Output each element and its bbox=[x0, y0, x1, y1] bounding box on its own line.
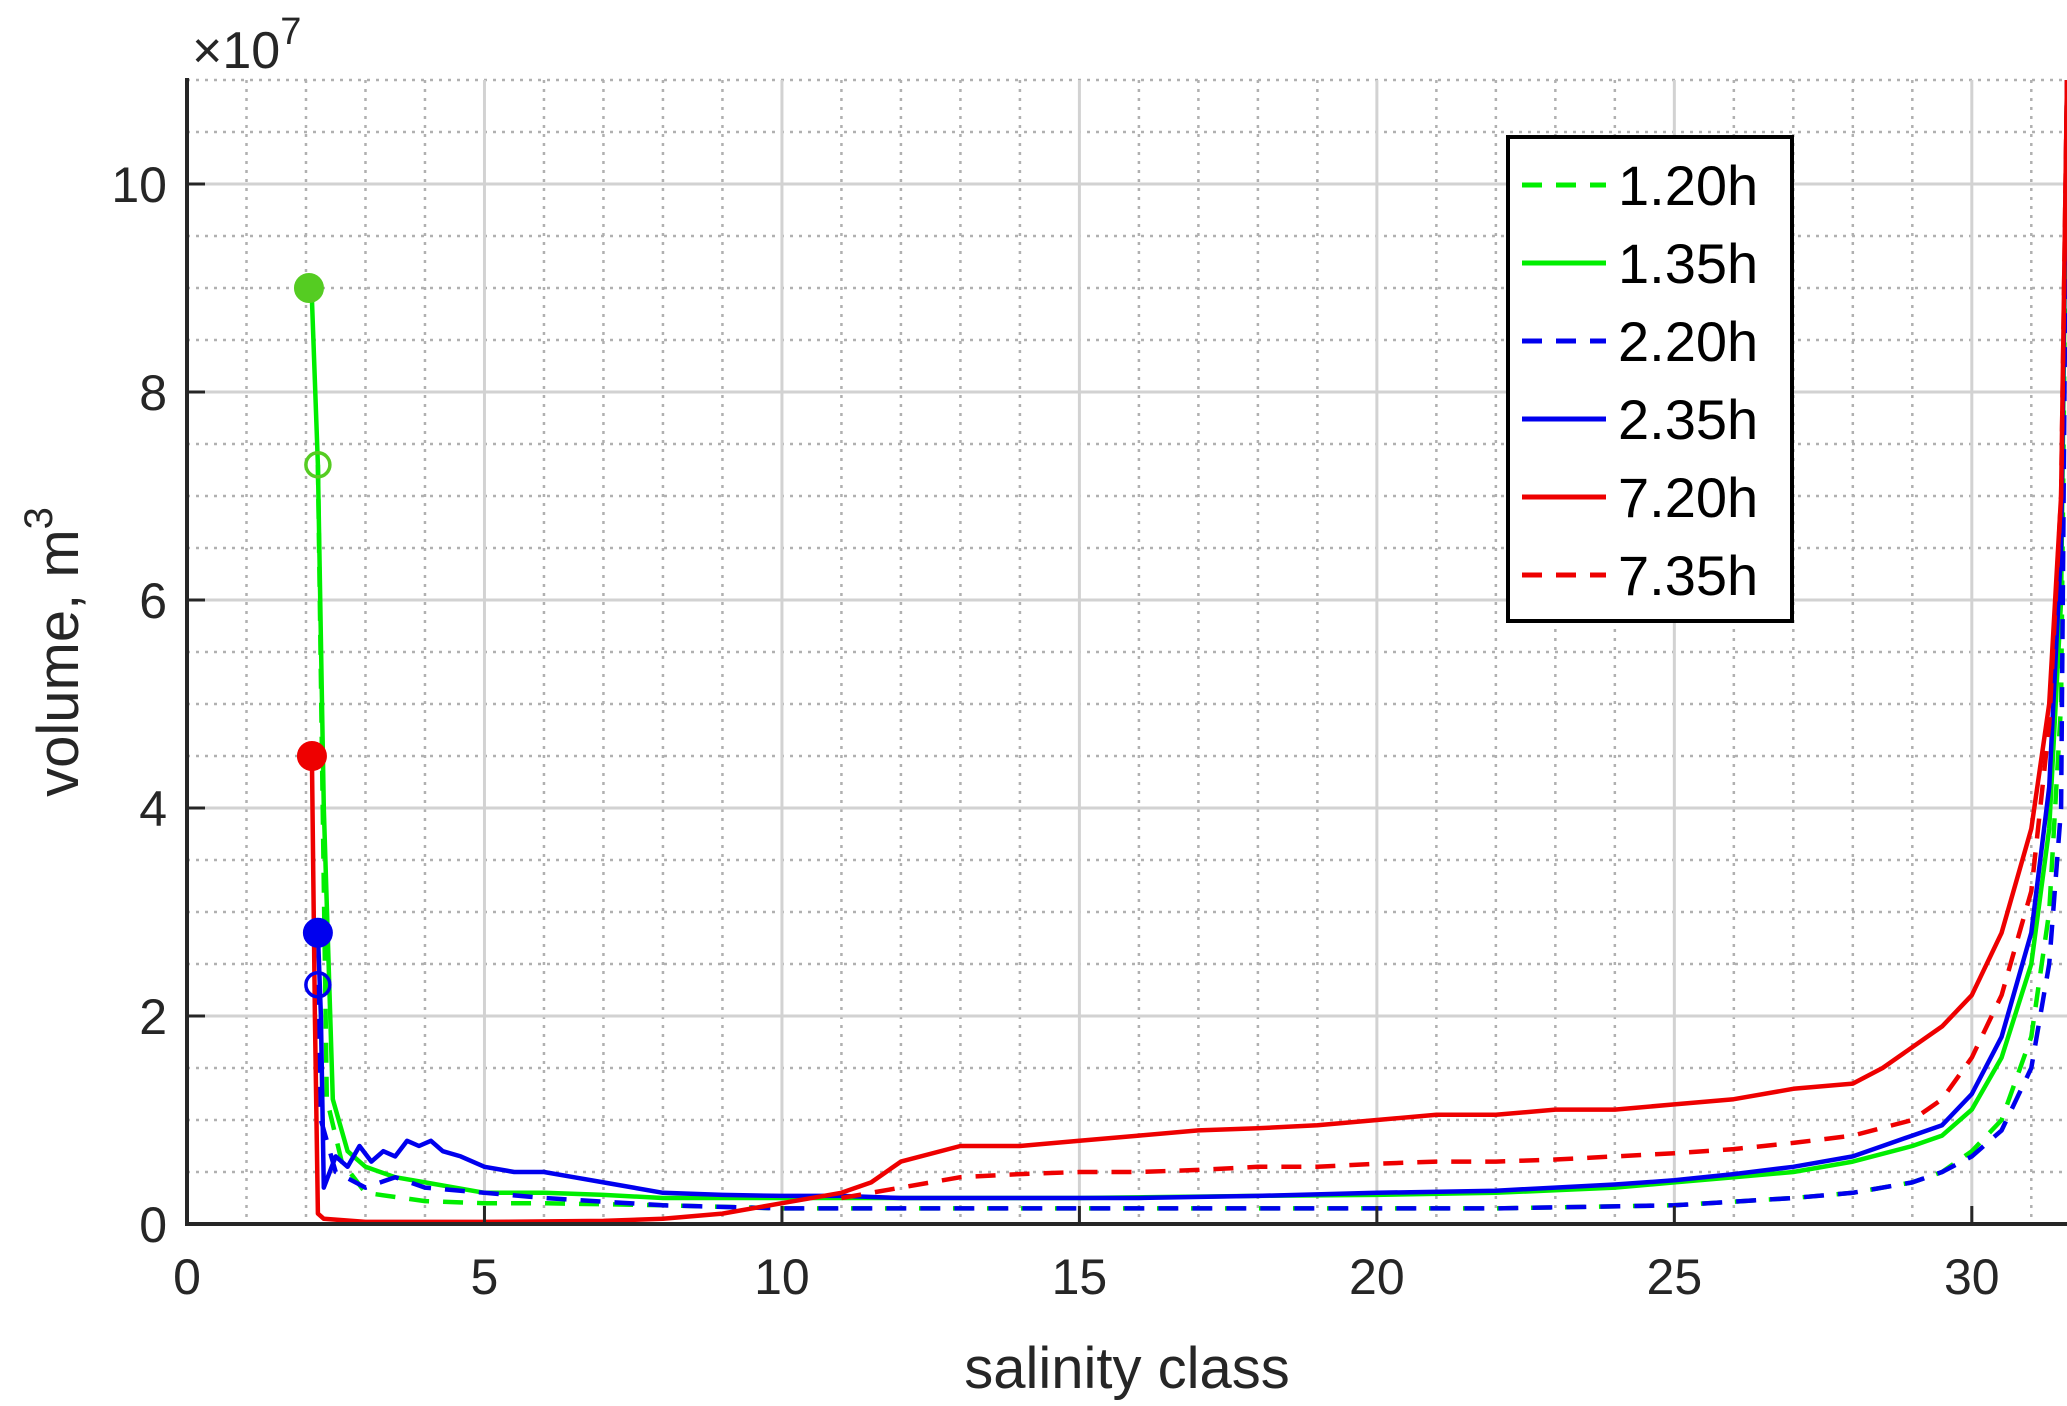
x-tick-label: 5 bbox=[471, 1249, 499, 1305]
legend: 1.20h 1.35h 2.20h 2.35h 7.20h 7.35h bbox=[1506, 135, 1794, 623]
y-tick-label: 0 bbox=[139, 1197, 167, 1253]
series-line-3 bbox=[315, 80, 2067, 1201]
legend-label-1: 1.35h bbox=[1618, 232, 1758, 295]
series-line-2 bbox=[315, 80, 2067, 1211]
y-tick-label: 2 bbox=[139, 989, 167, 1045]
legend-label-2: 2.20h bbox=[1618, 310, 1758, 373]
series-marker-2 bbox=[296, 741, 327, 771]
series-marker-4 bbox=[304, 971, 332, 999]
series-line-5 bbox=[841, 80, 2067, 1201]
x-tick-label: 25 bbox=[1647, 1249, 1703, 1305]
y-axis-label: volume, m3 bbox=[17, 507, 91, 797]
y-axis-label-superscript: 3 bbox=[17, 507, 61, 529]
y-tick-label: 8 bbox=[139, 365, 167, 421]
x-tick-label: 30 bbox=[1944, 1249, 2000, 1305]
series-line-4 bbox=[309, 80, 2067, 1224]
y-axis-label-text: volume, m bbox=[26, 529, 91, 797]
x-axis-label: salinity class bbox=[964, 1336, 1290, 1401]
series-marker-1 bbox=[304, 451, 332, 479]
x-tick-label: 15 bbox=[1052, 1249, 1108, 1305]
ticks: 0 5 10 15 20 25 30 0 2 4 6 8 10 bbox=[111, 157, 1999, 1305]
series-marker-3 bbox=[302, 917, 333, 948]
legend-label-0: 1.20h bbox=[1618, 154, 1758, 217]
axes bbox=[185, 78, 2067, 1226]
y-tick-label: 6 bbox=[139, 573, 167, 629]
y-exponent-label: ×107 bbox=[192, 11, 301, 80]
legend-label-3: 2.35h bbox=[1618, 388, 1758, 451]
legend-box bbox=[1506, 135, 1794, 623]
legend-label-5: 7.35h bbox=[1618, 544, 1758, 607]
legend-label-4: 7.20h bbox=[1618, 466, 1758, 529]
y-tick-label: 4 bbox=[139, 781, 167, 837]
marker-layer bbox=[293, 273, 333, 999]
y-exponent-power: 7 bbox=[280, 11, 301, 53]
x-tick-label: 20 bbox=[1349, 1249, 1405, 1305]
series-marker-0 bbox=[293, 273, 324, 303]
x-tick-label: 10 bbox=[754, 1249, 810, 1305]
y-tick-label: 10 bbox=[111, 157, 167, 213]
x-tick-label: 0 bbox=[173, 1249, 201, 1305]
